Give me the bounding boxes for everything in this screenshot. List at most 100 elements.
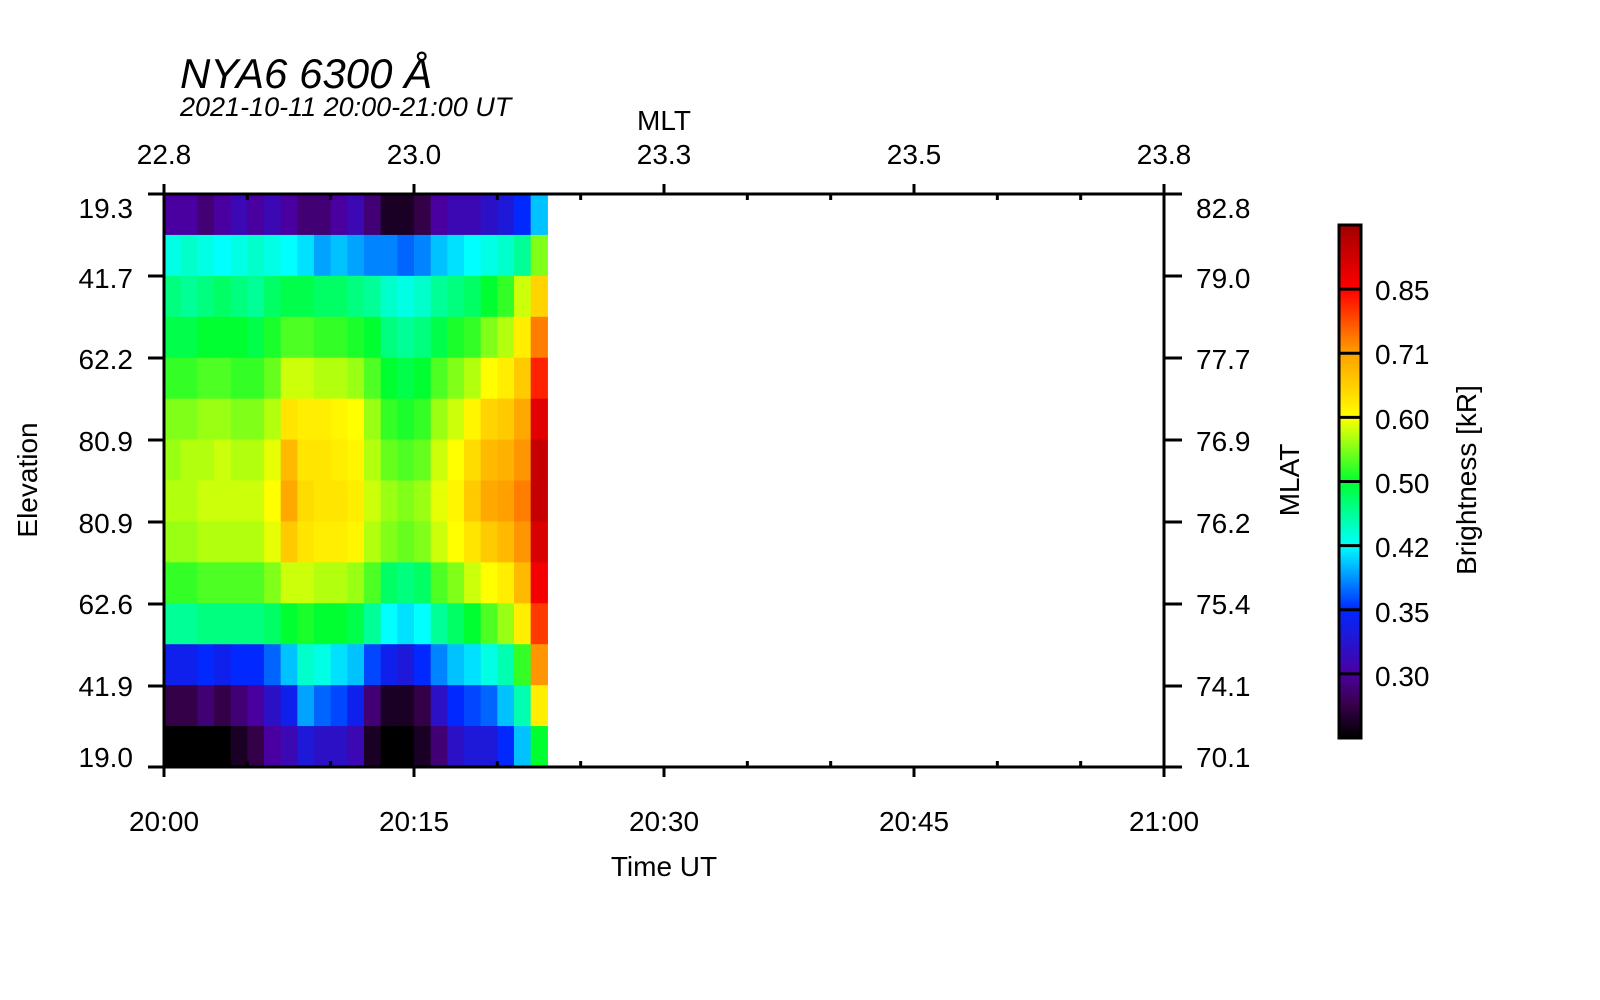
y2-tick-label: 82.8 xyxy=(1196,193,1251,224)
chart-title: NYA6 6300 Å xyxy=(180,50,432,97)
heatmap-cell xyxy=(530,398,548,441)
heatmap-cell xyxy=(480,726,498,768)
heatmap-cell xyxy=(264,685,282,727)
heatmap-cell xyxy=(364,234,382,277)
heatmap-cell xyxy=(164,194,182,236)
heatmap-cell xyxy=(230,480,248,523)
heatmap-cell xyxy=(180,685,198,727)
heatmap-cell xyxy=(380,275,398,318)
heatmap-cell xyxy=(330,726,348,768)
heatmap-cell xyxy=(447,194,465,236)
heatmap-cell xyxy=(264,194,282,236)
heatmap-cell xyxy=(430,603,448,645)
heatmap-cell xyxy=(347,480,365,523)
heatmap-cell xyxy=(447,726,465,768)
heatmap-cell xyxy=(514,562,532,604)
heatmap-cell xyxy=(280,275,298,318)
heatmap-cell xyxy=(380,521,398,563)
heatmap-cell xyxy=(364,726,382,768)
heatmap-cell xyxy=(380,644,398,686)
heatmap-cell xyxy=(514,480,532,523)
heatmap-cell xyxy=(497,726,515,768)
heatmap-cell xyxy=(230,316,248,359)
heatmap-cell xyxy=(297,316,315,359)
heatmap-cell xyxy=(164,644,182,686)
heatmap-cell xyxy=(430,316,448,359)
heatmap-cell xyxy=(380,480,398,523)
heatmap-cell xyxy=(314,398,332,441)
heatmap-cell xyxy=(264,603,282,645)
heatmap-cell xyxy=(197,194,215,236)
heatmap-cell xyxy=(247,644,265,686)
heatmap-cell xyxy=(297,480,315,523)
y2-tick-label: 77.7 xyxy=(1196,344,1251,375)
heatmap-cell xyxy=(514,316,532,359)
heatmap-cell xyxy=(480,194,498,236)
heatmap-cell xyxy=(347,439,365,482)
heatmap-cell xyxy=(464,275,482,318)
heatmap-cell xyxy=(380,357,398,400)
heatmap-cell xyxy=(347,357,365,400)
heatmap-cell xyxy=(514,685,532,727)
heatmap-cell xyxy=(230,275,248,318)
heatmap-cell xyxy=(397,521,415,563)
x2-tick-label: 23.3 xyxy=(637,139,692,170)
heatmap-cell xyxy=(397,194,415,236)
heatmap-cell xyxy=(197,685,215,727)
heatmap-cell xyxy=(447,439,465,482)
heatmap-cell xyxy=(214,521,232,563)
heatmap-cell xyxy=(297,562,315,604)
heatmap-cell xyxy=(247,275,265,318)
heatmap-cell xyxy=(214,316,232,359)
colorbar-tick-label: 0.85 xyxy=(1375,275,1430,306)
heatmap-cell xyxy=(397,726,415,768)
y2-tick-label: 75.4 xyxy=(1196,589,1251,620)
heatmap-cell xyxy=(230,603,248,645)
heatmap-cell xyxy=(530,562,548,604)
heatmap-cell xyxy=(164,562,182,604)
heatmap-cell xyxy=(364,480,382,523)
heatmap-cell xyxy=(214,644,232,686)
heatmap-cell xyxy=(447,562,465,604)
x-tick-label: 20:00 xyxy=(129,806,199,837)
heatmap-cell xyxy=(247,398,265,441)
heatmap-cell xyxy=(464,439,482,482)
heatmap-cell xyxy=(414,480,432,523)
heatmap-cell xyxy=(197,439,215,482)
heatmap-cell xyxy=(197,521,215,563)
heatmap-cell xyxy=(447,603,465,645)
heatmap-cell xyxy=(397,644,415,686)
heatmap-cell xyxy=(247,439,265,482)
heatmap-cell xyxy=(497,521,515,563)
heatmap-cell xyxy=(314,726,332,768)
heatmap-cell xyxy=(264,726,282,768)
heatmap-cell xyxy=(297,521,315,563)
heatmap-cell xyxy=(380,685,398,727)
heatmap-cell xyxy=(197,603,215,645)
heatmap-cell xyxy=(247,357,265,400)
heatmap-cell xyxy=(180,562,198,604)
heatmap-cell xyxy=(164,685,182,727)
heatmap-cell xyxy=(247,726,265,768)
heatmap-cell xyxy=(230,726,248,768)
heatmap-cell xyxy=(480,685,498,727)
heatmap-cell xyxy=(364,316,382,359)
x2-tick-label: 22.8 xyxy=(137,139,192,170)
colorbar-tick-label: 0.71 xyxy=(1375,339,1430,370)
heatmap-cell xyxy=(447,644,465,686)
heatmap-cell xyxy=(480,275,498,318)
heatmap-cell xyxy=(364,521,382,563)
heatmap-cell xyxy=(330,562,348,604)
heatmap-cell xyxy=(430,685,448,727)
heatmap-cell xyxy=(530,644,548,686)
heatmap-cell xyxy=(397,234,415,277)
heatmap-cell xyxy=(530,357,548,400)
heatmap-cell xyxy=(364,603,382,645)
heatmap-cell xyxy=(530,685,548,727)
heatmap-cell xyxy=(414,194,432,236)
heatmap-cell xyxy=(364,644,382,686)
heatmap-cell xyxy=(264,316,282,359)
heatmap-cell xyxy=(447,316,465,359)
heatmap-cell xyxy=(414,644,432,686)
heatmap-cell xyxy=(430,480,448,523)
